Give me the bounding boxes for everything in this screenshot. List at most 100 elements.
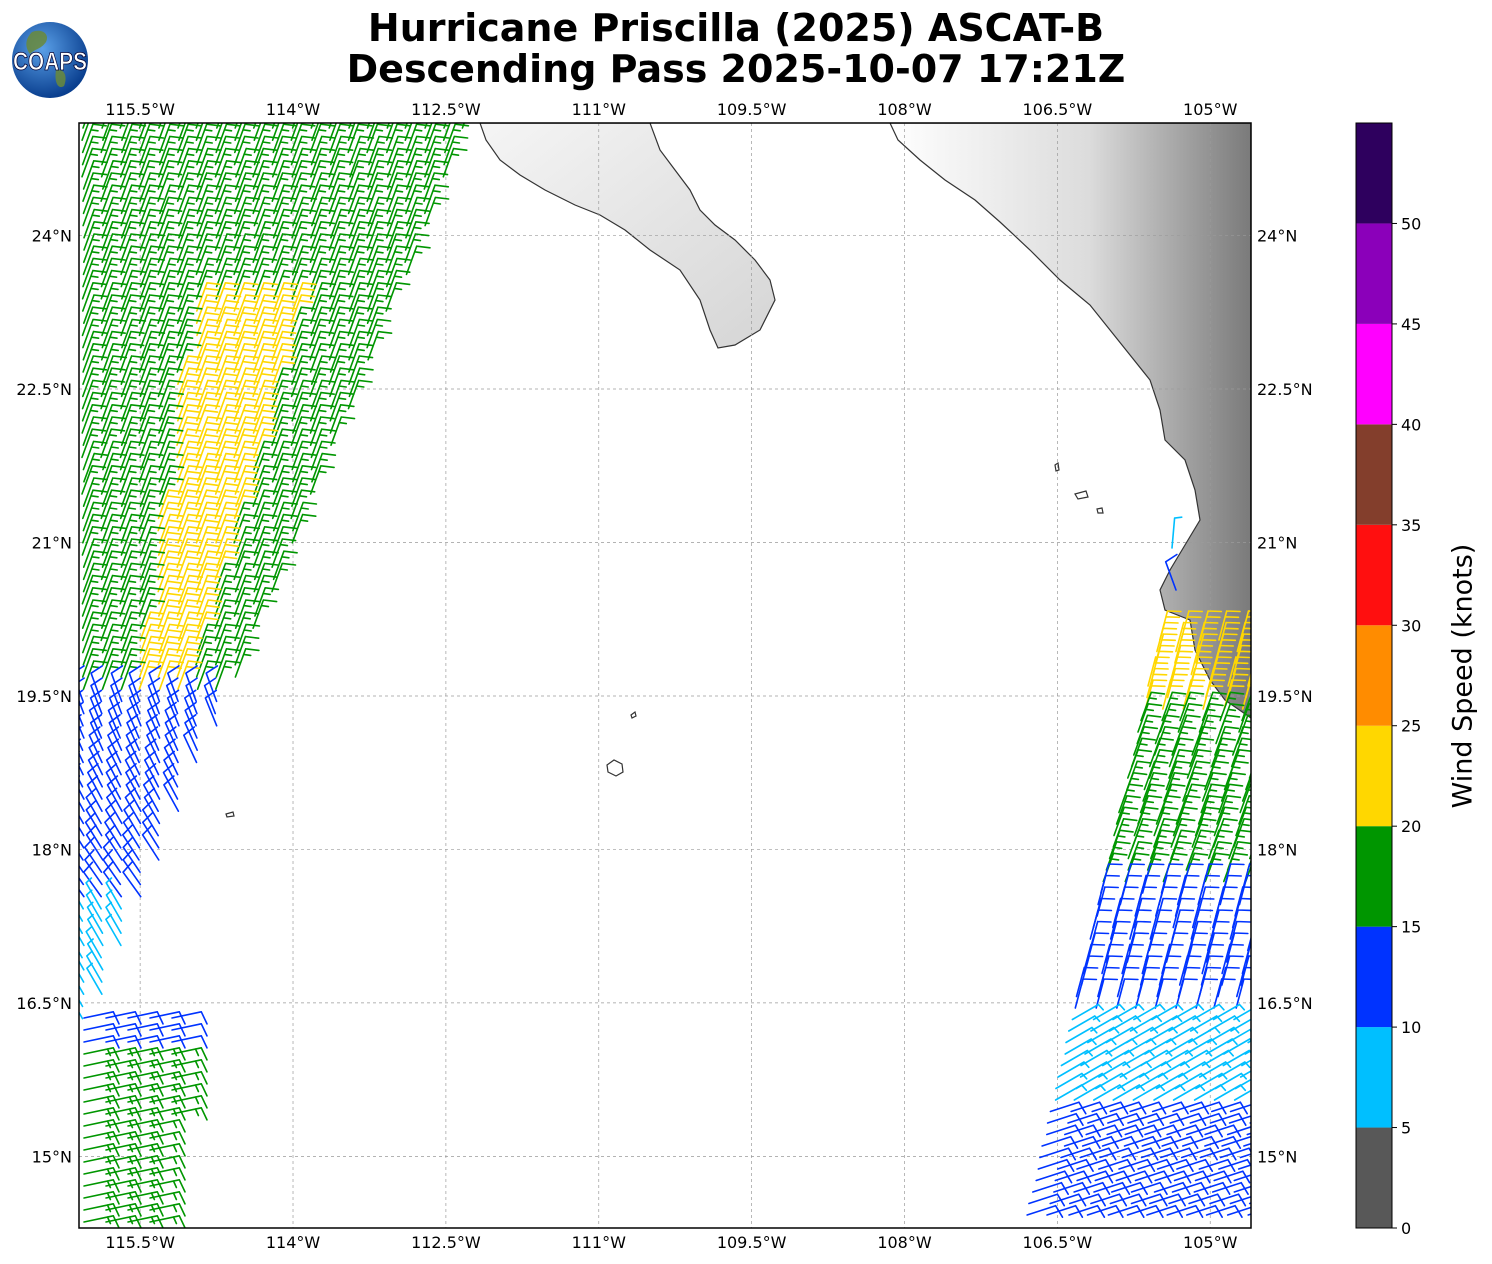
isla-san-benedicto: [630, 710, 637, 719]
wind-barb: [139, 391, 165, 422]
wind-barb: [1212, 897, 1235, 929]
wind-barb: [83, 1071, 120, 1085]
wind-barb: [176, 404, 202, 434]
wind-barb: [146, 726, 161, 764]
wind-barb: [1175, 978, 1198, 1009]
wind-barb: [183, 726, 198, 764]
wind-barb: [149, 1071, 186, 1085]
wind-barb: [1137, 703, 1163, 733]
wind-barb: [159, 257, 185, 288]
wind-barb: [292, 379, 318, 410]
lon-tick-bottom: 112.5°W: [411, 1233, 481, 1252]
wind-barb: [1175, 621, 1198, 653]
wind-barb: [171, 1071, 208, 1085]
wind-barb: [177, 367, 203, 398]
wind-barb: [349, 257, 375, 288]
colorbar-tick-label: 30: [1401, 616, 1421, 635]
wind-barb: [1221, 943, 1244, 975]
wind-barb: [253, 428, 279, 459]
wind-barb: [1191, 726, 1217, 756]
wind-barb: [127, 1167, 164, 1181]
wind-barb: [83, 1191, 120, 1205]
wind-barb: [1068, 1015, 1101, 1032]
wind-barb: [138, 574, 164, 605]
lat-tick-right: 22.5°N: [1257, 380, 1313, 399]
wind-barb: [386, 160, 412, 190]
wind-barb: [1233, 1185, 1251, 1193]
wind-barb: [1200, 783, 1226, 814]
wind-barb: [127, 1107, 164, 1121]
wind-barb: [271, 147, 297, 178]
wind-barb: [1133, 1003, 1166, 1021]
wind-barb: [79, 750, 84, 788]
wind-barb: [1232, 726, 1251, 756]
wind-barb: [1097, 874, 1120, 906]
wind-barb: [79, 972, 85, 983]
wind-barb: [1177, 966, 1201, 998]
wind-barb: [1127, 749, 1153, 779]
wind-barb: [253, 318, 279, 349]
wind-barb: [1182, 679, 1206, 710]
wind-barb: [1241, 863, 1251, 894]
wind-barb: [328, 318, 354, 349]
wind-barb: [82, 513, 108, 544]
wind-barb: [86, 775, 103, 812]
wind-barb: [1192, 1003, 1225, 1021]
wind-barb: [196, 330, 222, 361]
wind-barb: [253, 379, 279, 410]
wind-barb: [83, 1107, 120, 1121]
wind-barb: [1217, 966, 1240, 998]
wind-barb: [158, 404, 184, 434]
wind-barb: [1184, 1038, 1218, 1055]
wind-barb: [1150, 1015, 1183, 1032]
wind-barb: [128, 665, 142, 703]
wind-barb: [88, 701, 103, 739]
wind-barb: [149, 1131, 186, 1145]
wind-barb: [177, 160, 203, 190]
wind-barb: [1154, 897, 1178, 929]
wind-barb: [105, 1167, 142, 1181]
wind-barb: [310, 428, 336, 459]
wind-barb: [1113, 806, 1139, 837]
wind-barb: [386, 221, 412, 251]
wind-barb: [102, 849, 122, 886]
lon-tick-top: 111°W: [572, 100, 627, 119]
wind-barb: [1213, 806, 1239, 837]
wind-barb: [120, 550, 146, 581]
wind-barb: [1115, 795, 1141, 825]
wind-barb: [1221, 955, 1244, 986]
wind-barb: [253, 391, 279, 422]
wind-barb: [290, 330, 316, 361]
wind-barb: [128, 677, 141, 715]
wind-barb: [329, 404, 355, 434]
wind-barb: [105, 877, 122, 910]
wind-barb: [171, 1035, 208, 1049]
wind-barb: [348, 221, 374, 251]
wind-barb: [105, 1083, 142, 1097]
wind-barb: [127, 1059, 164, 1073]
lat-tick-left: 18°N: [32, 840, 72, 859]
wind-barb: [234, 160, 260, 190]
wind-barb: [167, 665, 180, 703]
wind-barb: [214, 623, 240, 654]
lon-tick-top: 109.5°W: [717, 100, 787, 119]
wind-barb: [101, 562, 127, 593]
wind-barb: [105, 1179, 142, 1193]
wind-barb: [1054, 1084, 1088, 1101]
colorbar-bin: [1356, 926, 1392, 1028]
wind-barb: [83, 1083, 120, 1097]
wind-barb: [197, 257, 223, 288]
wind-barb: [1172, 897, 1196, 929]
wind-barb: [196, 660, 222, 690]
wind-barb: [1207, 829, 1233, 860]
wind-barb: [106, 787, 123, 825]
wind-barb: [424, 123, 433, 141]
logo-text: COAPS: [13, 48, 87, 76]
wind-barb: [290, 367, 316, 398]
wind-barb: [234, 123, 260, 154]
wind-barb: [1060, 1049, 1093, 1067]
wind-barb: [184, 689, 197, 727]
colorbar: 0 5 10 15 20 25 30 35 40 45 50: [1355, 122, 1421, 1238]
wind-barb: [104, 812, 122, 849]
wind-barb: [196, 550, 222, 581]
